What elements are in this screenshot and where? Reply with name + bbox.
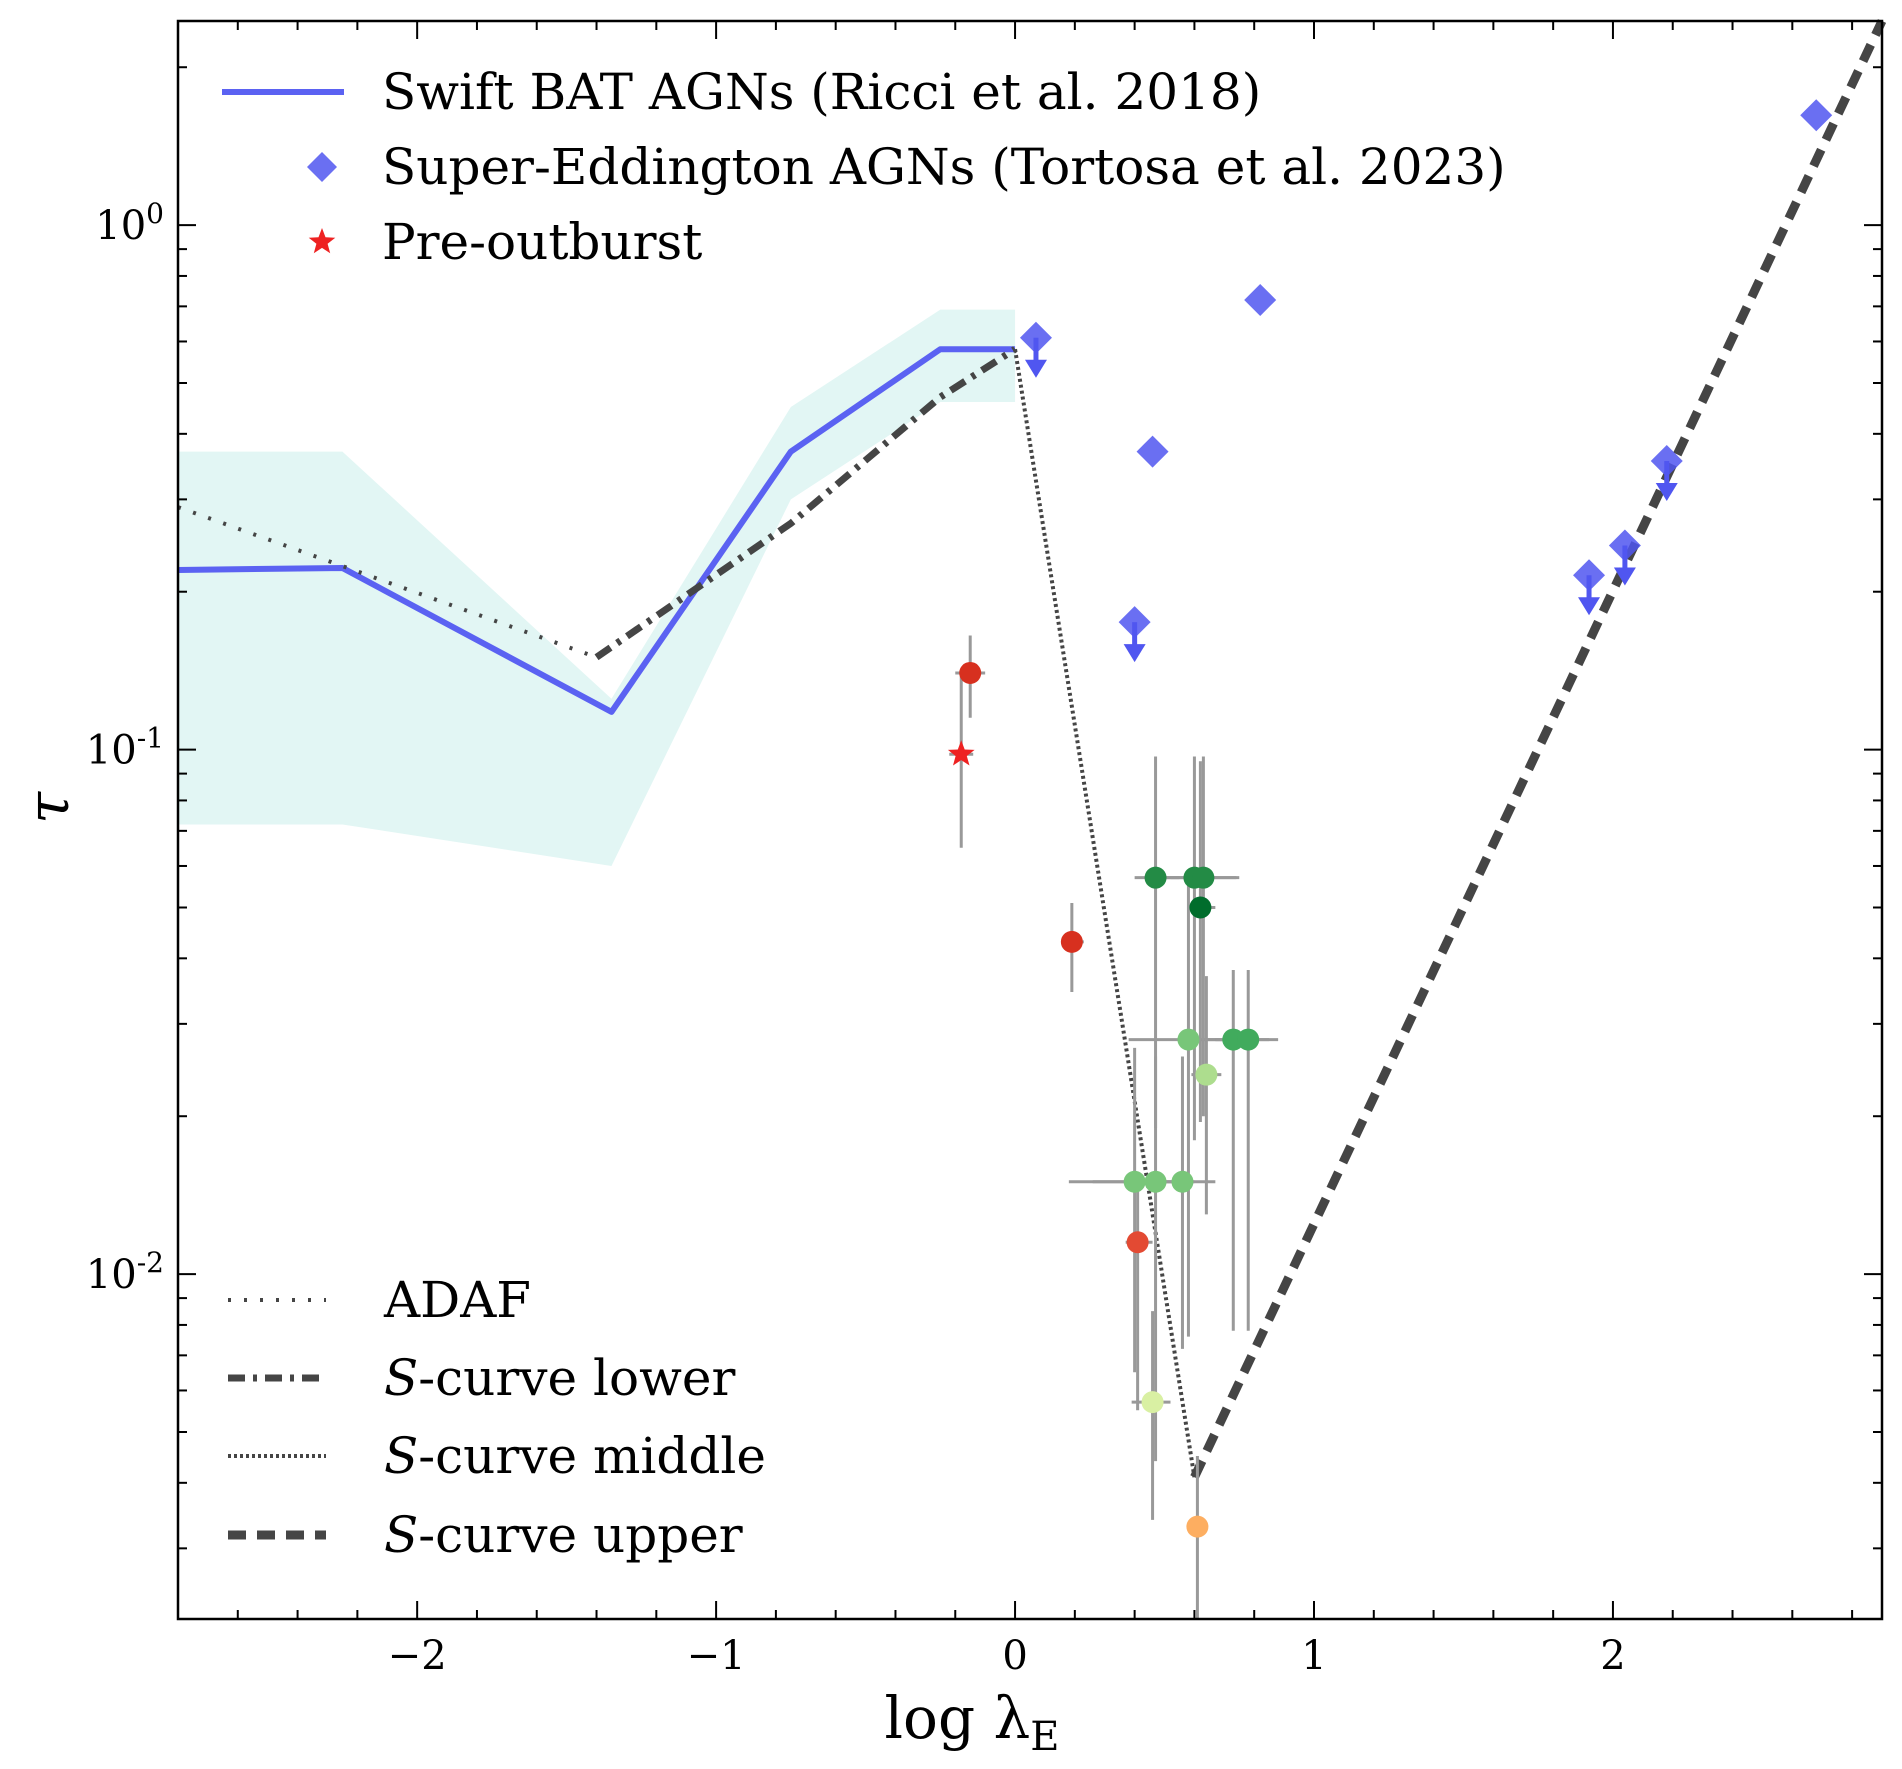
epoch-point: [1141, 1391, 1164, 1414]
epoch-point: [1237, 1028, 1260, 1051]
legend-label: S-curve upper: [384, 1506, 743, 1564]
y-tick-label-base: 10: [86, 1252, 137, 1298]
epoch-point: [1126, 1231, 1149, 1254]
upper-limit-arrow-head: [1024, 359, 1047, 378]
legend-label: Swift BAT AGNs (Ricci et al. 2018): [382, 63, 1261, 121]
legend-swatch-diamond: [307, 152, 337, 182]
y-tick-label-exponent: -1: [137, 722, 164, 755]
epoch-point: [959, 661, 982, 684]
super-eddington-diamond: [1650, 445, 1683, 478]
pre-outburst-star: [947, 740, 975, 766]
upper-limit-arrow-head: [1655, 483, 1678, 502]
epoch-point: [1171, 1170, 1194, 1193]
super-eddington-diamond: [1136, 435, 1169, 468]
super-eddington-diamond: [1019, 321, 1052, 354]
y-axis-title: τ: [14, 791, 82, 824]
legend-label-text: -curve upper: [418, 1506, 743, 1564]
x-tick-label: 2: [1600, 1633, 1625, 1679]
confidence-band-layer: [178, 309, 1016, 866]
y-tick-label-base: 10: [86, 728, 137, 774]
epoch-point: [1186, 1515, 1209, 1538]
x-tick-label: −2: [388, 1633, 447, 1679]
legend-label: Pre-outburst: [382, 213, 702, 271]
legend-label-italic-prefix: S: [384, 1349, 418, 1407]
s-curve-lower-line: [594, 346, 1017, 661]
upper-limit-arrow-head: [1578, 597, 1601, 616]
y-tick-label: 10-2: [86, 1246, 164, 1298]
legend-layer: Swift BAT AGNs (Ricci et al. 2018) Super-…: [222, 63, 1506, 1564]
epoch-point: [1060, 930, 1083, 953]
y-tick-label: 100: [95, 197, 164, 249]
epoch-point: [1123, 1170, 1146, 1193]
super-eddington-diamond: [1800, 99, 1833, 132]
x-tick-label: 1: [1301, 1633, 1326, 1679]
y-tick-label-base: 10: [95, 203, 146, 249]
errorbar-layer: [949, 635, 1279, 1619]
super-eddington-diamond: [1244, 283, 1277, 316]
legend-label: S-curve lower: [384, 1349, 735, 1407]
s-curve-upper-line: [1190, 19, 1887, 1480]
legend-label-text: ADAF: [383, 1271, 531, 1329]
adaf-line: [177, 505, 598, 660]
legend-swatch-star: [308, 228, 336, 254]
y-tick-label-exponent: -2: [137, 1246, 164, 1279]
legend-label: S-curve middle: [384, 1427, 766, 1485]
x-tick-label: −1: [687, 1633, 746, 1679]
legend-label: ADAF: [383, 1271, 531, 1329]
s-curve-middle-line: [1013, 348, 1197, 1478]
epoch-point: [1177, 1028, 1200, 1051]
epoch-point: [1144, 866, 1167, 889]
upper-limit-arrow-head: [1123, 644, 1146, 663]
x-tick-label: 0: [1002, 1633, 1027, 1679]
legend-label-text: -curve middle: [418, 1427, 766, 1485]
y-tick-label: 10-1: [86, 722, 164, 774]
bat-confidence-band: [178, 309, 1016, 866]
epoch-point: [1192, 866, 1215, 889]
legend-label-text: -curve lower: [418, 1349, 735, 1407]
x-axis-title: log λE: [885, 1684, 1060, 1760]
legend-label-italic-prefix: S: [384, 1427, 418, 1485]
legend-label-italic-prefix: S: [384, 1506, 418, 1564]
legend-label: Super-Eddington AGNs (Tortosa et al. 202…: [382, 138, 1506, 196]
epoch-point: [1144, 1170, 1167, 1193]
super-eddington-diamond: [1573, 559, 1606, 592]
data-points-layer: [947, 99, 1833, 1538]
super-eddington-diamond: [1608, 529, 1641, 562]
epoch-point: [1189, 896, 1212, 919]
bat-agn-line: [177, 346, 1016, 715]
epoch-point: [1195, 1063, 1218, 1086]
super-eddington-diamond: [1118, 606, 1151, 639]
y-tick-label-exponent: 0: [146, 197, 164, 230]
upper-limit-arrow-head: [1613, 567, 1636, 586]
model-lines-layer: [177, 19, 1887, 1480]
plot-frame: [176, 19, 1884, 1621]
